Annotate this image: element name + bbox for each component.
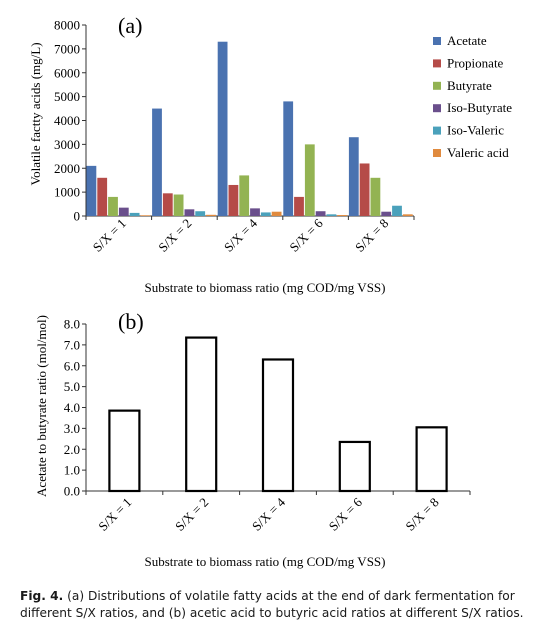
y-tick-label: 2000 [54,161,80,176]
chart-a-xlabel: Substrate to biomass ratio (mg COD/mg VS… [145,280,386,295]
bar [260,212,271,216]
bar [185,336,218,493]
bar [206,214,216,216]
caption-label: Fig. 4. [20,589,64,603]
y-tick-label: 6000 [54,65,80,80]
y-tick-label: 8000 [54,18,80,33]
legend-label: Butyrate [447,78,492,93]
bar [326,214,337,216]
y-tick-label: 1000 [54,185,80,200]
bar [271,211,282,216]
legend-swatch [433,126,441,135]
bar [402,214,413,216]
bar [195,211,206,216]
bar [415,426,448,493]
bar [381,211,392,216]
chart-a-ylabel: Volatile factty acids (mg/L) [28,42,43,185]
bar [97,177,108,216]
bar [283,101,294,216]
x-tick-label: S/X = 4 [249,494,289,534]
legend-swatch [433,81,441,90]
caption-text: (a) Distributions of volatile fatty acid… [20,589,524,620]
bar [118,207,129,216]
legend-label: Iso-Butyrate [447,100,512,115]
bar [337,215,348,216]
y-tick-label: 5.0 [64,379,80,394]
bar [108,409,141,493]
bar [392,205,402,216]
y-tick-label: 7.0 [64,337,80,352]
chart-b-ylabel: Acetate to butyrate ratio (mol/mol) [34,315,49,497]
bar [348,137,359,216]
bar [359,163,370,216]
legend-swatch [433,59,441,68]
x-tick-label: S/X = 6 [286,215,326,255]
chart-b: (b) Acetate to butyrate ratio (mol/mol) … [34,309,471,569]
y-tick-label: 4.0 [64,400,80,415]
legend-label: Valeric acid [447,145,509,160]
bar [108,196,118,216]
panel-a-label: (a) [118,13,142,38]
x-tick-label: S/X = 8 [352,216,391,255]
x-tick-label: S/X = 1 [95,495,134,534]
bar [370,177,381,216]
y-tick-label: 0.0 [64,484,80,499]
legend-label: Propionate [447,55,504,70]
bar [294,196,304,216]
y-tick-label: 7000 [54,41,80,56]
chart-a-legend: Acetate Propionate Butyrate Iso-Butyrate Iso… [433,33,512,160]
bar [152,108,162,216]
bar [162,193,173,216]
y-tick-label: 4000 [54,113,80,128]
bar [217,41,228,217]
y-tick-label: 8.0 [64,317,80,332]
bar [228,184,239,216]
x-tick-label: S/X = 2 [172,495,211,534]
bar [173,194,184,216]
bar [315,211,326,216]
legend-label: Iso-Valeric [447,123,504,138]
y-tick-label: 6.0 [64,358,80,373]
x-tick-label: S/X = 6 [326,494,366,534]
legend-swatch [433,37,441,45]
y-tick-label: 2.0 [64,442,80,457]
y-tick-label: 0 [74,209,81,224]
bar [261,358,295,493]
y-tick-label: 3.0 [64,421,80,436]
legend-label: Acetate [447,33,487,48]
bar [338,440,371,493]
y-tick-label: 5000 [54,89,80,104]
panel-b-label: (b) [118,309,144,334]
chart-a: (a) Volatile factty acids (mg/L) Substra… [28,13,512,295]
x-tick-label: S/X = 2 [155,216,194,255]
bar [129,212,140,216]
legend-swatch [433,149,441,157]
x-tick-label: S/X = 1 [90,216,129,255]
bar [304,144,315,216]
bar [140,215,151,216]
bar [239,175,250,216]
figure-caption: Fig. 4. (a) Distributions of volatile fa… [20,588,532,622]
x-tick-label: S/X = 8 [402,495,441,534]
y-tick-label: 1.0 [64,463,80,478]
x-tick-label: S/X = 4 [221,215,261,255]
bar [250,208,260,216]
legend-swatch [433,104,441,113]
bar [86,165,97,216]
y-tick-label: 3000 [54,137,80,152]
bar [184,209,195,216]
chart-b-xlabel: Substrate to biomass ratio (mg COD/mg VS… [145,554,386,569]
